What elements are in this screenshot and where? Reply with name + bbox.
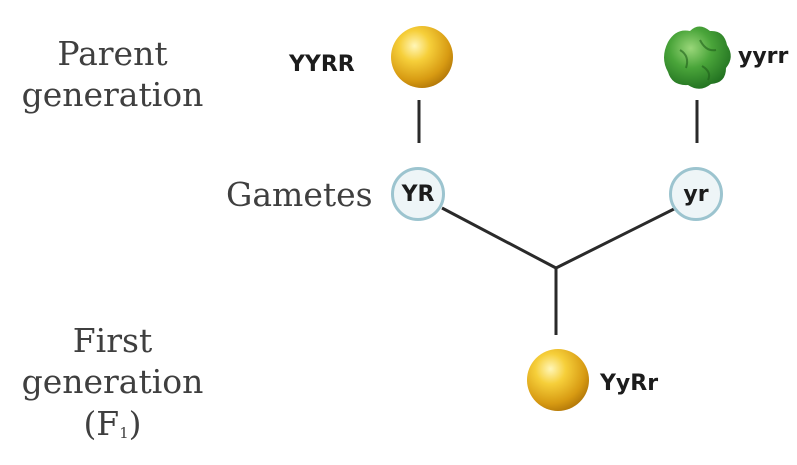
f1-label: (F1) — [83, 403, 142, 443]
first-label-line2: generation — [21, 362, 204, 402]
gamete-right-to-junction-line — [555, 206, 677, 270]
parent-generation-label: Parent generation — [20, 33, 205, 116]
parent-label-line2: generation — [21, 75, 204, 115]
first-generation-label: First generation (F1) — [20, 320, 205, 444]
yellow-round-pea-parent — [391, 26, 453, 88]
green-pea-wrinkle-detail — [679, 39, 717, 81]
gamete-left-to-junction-line — [441, 206, 557, 270]
gametes-label: Gametes — [226, 175, 373, 214]
parent-left-genotype: YYRR — [289, 52, 355, 77]
yellow-round-pea-offspring — [527, 349, 589, 411]
gamete-left: YR — [391, 167, 445, 221]
parent-right-genotype: yyrr — [738, 44, 789, 69]
first-label-line1: First — [72, 321, 153, 360]
gamete-right: yr — [669, 167, 723, 221]
green-wrinkled-pea-parent — [664, 26, 731, 89]
parent-label-line1: Parent — [57, 34, 168, 73]
offspring-genotype: YyRr — [600, 371, 659, 396]
